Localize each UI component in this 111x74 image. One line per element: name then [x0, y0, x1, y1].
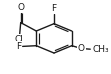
Text: F: F	[52, 4, 57, 13]
Text: O: O	[17, 3, 24, 12]
Text: Cl: Cl	[14, 34, 23, 44]
Text: CH₃: CH₃	[92, 45, 109, 54]
Text: O: O	[78, 44, 85, 53]
Text: F: F	[17, 42, 22, 51]
